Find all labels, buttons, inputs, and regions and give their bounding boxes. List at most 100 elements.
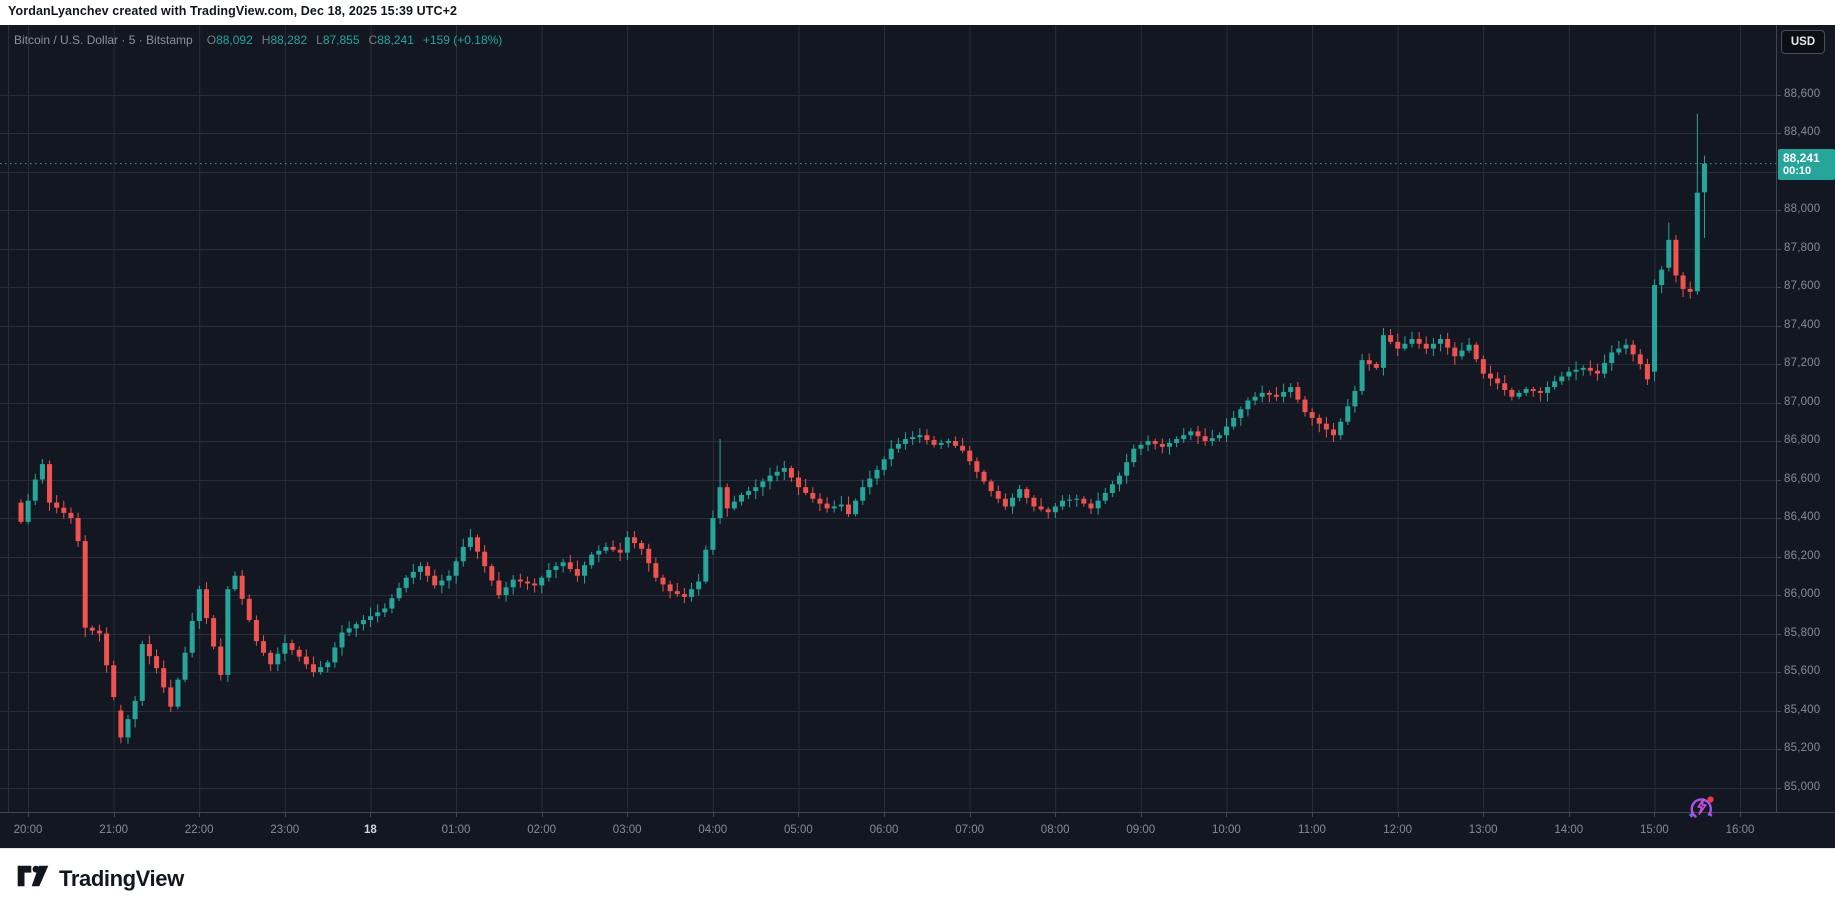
candlestick-chart[interactable] [0,25,1776,812]
candle [653,557,659,582]
candle [47,460,53,511]
tradingview-logo[interactable]: TradingView [16,863,184,894]
candle [1373,361,1379,370]
price-axis-tick [1777,94,1781,96]
candle [68,507,74,524]
candle [703,545,709,584]
symbol-title: Bitcoin / U.S. Dollar · 5 · Bitstamp [14,33,193,47]
price-pane[interactable] [0,25,1776,812]
candle [746,486,752,500]
candle [496,571,502,599]
candle [282,634,288,662]
candle [1281,383,1287,403]
candle [482,545,488,573]
candle [489,563,495,586]
candle [382,603,388,617]
candle [853,498,859,517]
candle [1024,486,1030,504]
candle [403,575,409,593]
price-axis-label: 88,000 [1784,203,1821,215]
time-axis[interactable]: 20:00 21:00 22:00 23:00 18 01:00 02:00 03:00 04:… [0,812,1835,848]
candle [1523,386,1529,397]
candle [717,439,723,524]
candle [596,545,602,563]
candle [574,560,580,582]
time-axis-tick [28,813,29,817]
candle [1338,418,1344,440]
candle [410,563,416,584]
candle [1666,222,1672,272]
candle [1487,365,1493,386]
price-axis-label: 86,200 [1784,549,1821,562]
time-axis-label: 12:00 [1383,824,1412,836]
candle [1238,406,1244,426]
candle [646,543,652,572]
candle [1673,235,1679,283]
candle [261,635,267,656]
candle [475,534,481,560]
last-price-badge: 88,241 00:10 [1778,148,1835,180]
candle [467,528,473,551]
flash-refresh-icon[interactable] [1685,790,1719,824]
candle [1081,496,1087,507]
time-axis-tick [1055,813,1057,817]
candle [75,512,81,547]
candle [567,554,573,573]
candle [589,552,595,569]
candle [89,625,95,636]
price-axis[interactable]: USD 88,241 00:10 88,60088,40088,20088,00… [1776,25,1835,848]
candle [303,649,309,670]
candle [175,677,181,710]
price-axis-label: 85,000 [1784,780,1821,793]
candle [1616,340,1622,356]
candle [203,582,209,624]
candle [1644,358,1650,386]
candle [1652,279,1658,382]
time-axis-tick [370,813,372,817]
candle [118,704,124,744]
candle [767,467,773,490]
candle [1074,494,1080,507]
candle [1309,408,1315,426]
candle [1366,353,1372,371]
candle [1067,494,1073,508]
candle [1102,487,1108,505]
candle [1502,375,1508,396]
candle [1459,342,1465,360]
time-axis-label: 10:00 [1212,824,1241,836]
time-axis-label: 09:00 [1126,824,1156,836]
change-value: +159 (+0.18%) [422,33,503,47]
footer-bar: TradingView [0,848,1835,909]
candle [760,478,766,496]
time-axis-tick [1740,813,1741,817]
candle [1088,499,1094,514]
candle [1416,332,1422,349]
time-axis-label: 04:00 [698,824,728,836]
candle [917,428,923,443]
candle [396,582,402,601]
candle [1124,453,1130,484]
candle [967,445,973,465]
candle [1109,480,1115,498]
price-axis-label: 88,600 [1784,87,1821,100]
candle [368,607,374,628]
candle [425,561,431,582]
bar-countdown: 00:10 [1783,164,1812,177]
candle [881,456,887,476]
candle [1509,387,1515,401]
currency-button[interactable]: USD [1781,30,1825,54]
time-axis-label: 20:00 [13,824,43,836]
candle [510,574,516,595]
time-axis-label: 01:00 [441,824,471,836]
high-label: H [261,33,271,47]
candle [1566,367,1572,381]
last-price-value: 88,241 [1783,150,1820,165]
candle [82,535,88,638]
time-axis-tick [1226,813,1228,817]
candle [1409,331,1415,348]
candle [211,615,217,650]
candle [225,586,231,682]
candle [389,593,395,614]
symbol-header[interactable]: Bitcoin / U.S. Dollar · 5 · Bitstamp O 8… [14,31,502,49]
candle [32,473,38,506]
